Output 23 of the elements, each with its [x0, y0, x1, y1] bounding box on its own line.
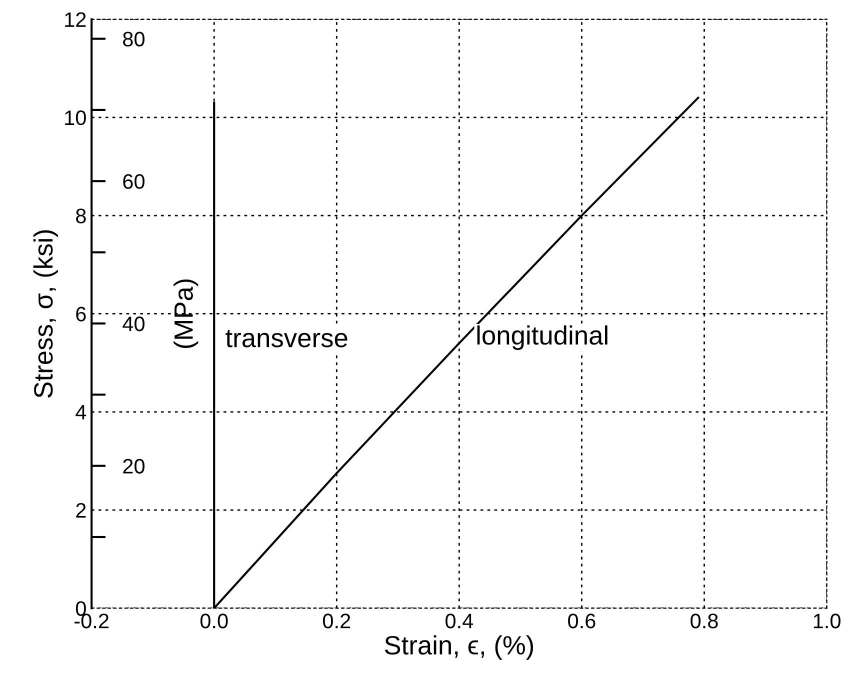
y-tick-label: 10 [65, 110, 86, 126]
y2-tick-label: 40 [122, 316, 144, 332]
x-tick-label: 0.8 [690, 614, 718, 628]
y2-tick-label: 20 [123, 458, 144, 474]
y-tick-label: 12 [65, 12, 86, 27]
series-label: transverse [226, 330, 348, 348]
x-tick-label: 0.0 [200, 614, 228, 628]
y2-tick-label: 80 [123, 32, 144, 47]
y-tick-label: 6 [76, 306, 86, 322]
x-tick-label: 0.2 [322, 614, 350, 628]
y-axis-title: Stress, σ, (ksi) [33, 230, 58, 398]
x-tick-label: 1.0 [814, 614, 840, 628]
x-tick-label: 0.6 [568, 614, 596, 628]
y-tick-label: 2 [76, 503, 86, 518]
y-tick-label: 0 [76, 601, 86, 616]
x-axis-title: Strain, ϵ, (%) [384, 635, 534, 660]
y-tick-label: 8 [76, 208, 86, 224]
series-label: longitudinal [477, 325, 608, 350]
y2-axis-title: (MPa) [174, 279, 198, 348]
x-tick-label: 0.4 [446, 614, 474, 628]
y-tick-label: 4 [76, 405, 86, 420]
y2-tick-label: 60 [123, 174, 144, 189]
x-tick-label: -0.2 [74, 614, 108, 628]
